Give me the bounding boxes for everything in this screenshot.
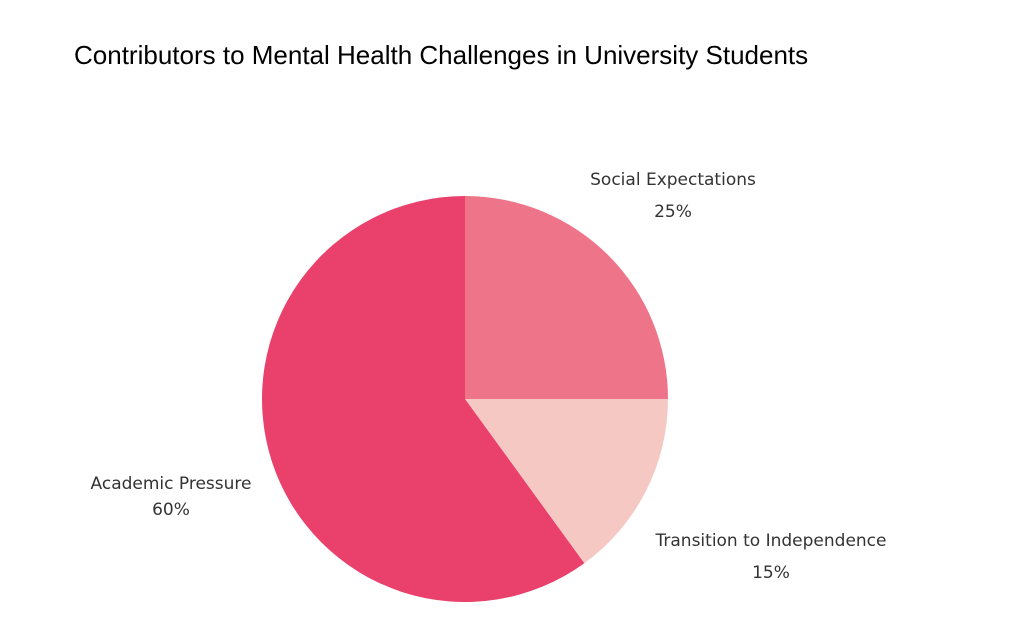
slice-label-transition-to-independence: Transition to Independence — [655, 531, 887, 551]
chart-title: Contributors to Mental Health Challenges… — [74, 40, 809, 70]
slice-label-social-expectations: Social Expectations — [590, 170, 756, 190]
slice-value-transition-to-independence: 15% — [752, 563, 790, 583]
slice-value-social-expectations: 25% — [654, 202, 692, 222]
pie-slice-academic-pressure — [262, 196, 585, 602]
slice-label-academic-pressure: Academic Pressure — [91, 474, 252, 494]
pie-slice-transition-to-independence — [465, 399, 668, 564]
slice-value-academic-pressure: 60% — [152, 500, 190, 520]
pie-slice-social-expectations — [465, 196, 668, 399]
